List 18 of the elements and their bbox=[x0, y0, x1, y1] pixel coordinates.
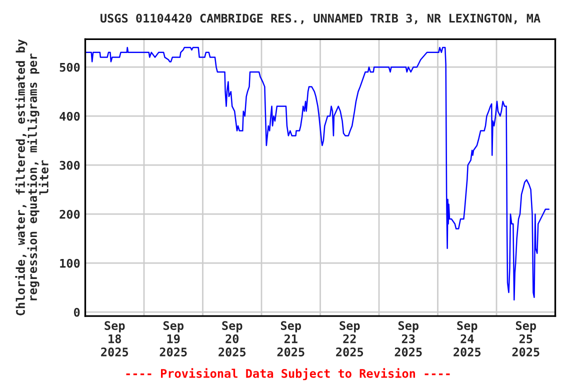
y-tick-label: 500 bbox=[60, 62, 80, 72]
x-tick-label: Sep 18 2025 bbox=[101, 321, 128, 356]
y-tick-label: 200 bbox=[60, 210, 80, 219]
chart-title: USGS 01104420 CAMBRIDGE RES., UNNAMED TRIB 3, NR LEXINGTON, MA bbox=[100, 14, 540, 24]
y-tick-label: 400 bbox=[60, 112, 80, 121]
y-tick-label: 100 bbox=[60, 258, 80, 268]
y-axis-title: Chloride, water, filtered, estimated by regression equation, milligrams per liter bbox=[15, 39, 48, 316]
x-tick-label: Sep 19 2025 bbox=[160, 321, 187, 356]
x-tick-label: Sep 20 2025 bbox=[218, 321, 246, 356]
text: ---- Provisional Data Subject to Revision ---- bbox=[126, 368, 450, 380]
x-tick-label: Sep 24 2025 bbox=[454, 321, 481, 356]
x-tick-label: Sep 23 2025 bbox=[394, 321, 422, 356]
y-tick-label: 300 bbox=[60, 160, 80, 170]
x-tick-label: Sep 22 2025 bbox=[336, 321, 364, 356]
y-tick-label: 0 bbox=[74, 308, 80, 317]
x-tick-label: Sep 25 2025 bbox=[512, 321, 540, 356]
line-series bbox=[85, 46, 550, 300]
x-tick-label: Sep 21 2025 bbox=[277, 321, 304, 356]
